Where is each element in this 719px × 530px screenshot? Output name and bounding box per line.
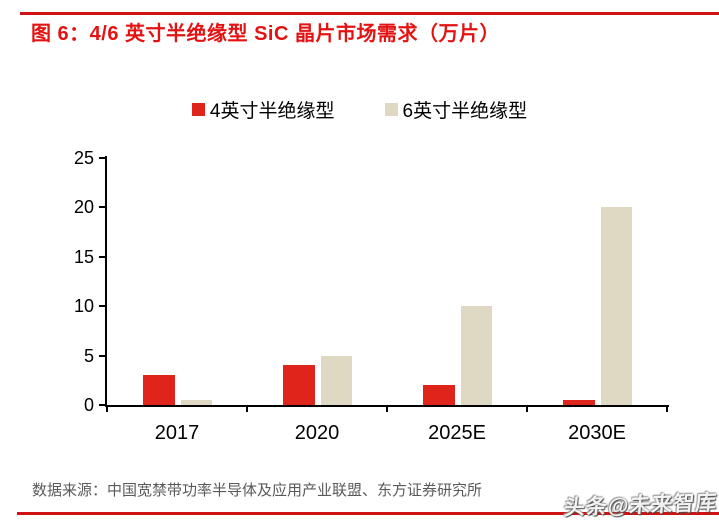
top-divider (20, 12, 719, 15)
x-axis-category-label: 2020 (294, 422, 340, 444)
legend-swatch-4inch-icon (191, 103, 205, 116)
y-axis-tick-label: 20 (73, 197, 94, 218)
y-axis-tick-label: 5 (83, 345, 94, 366)
bar-4英寸半绝缘型-2030E (563, 400, 595, 405)
y-axis-tick (99, 305, 106, 308)
y-axis-tick (99, 255, 106, 258)
legend-label-6inch: 6英寸半绝缘型 (402, 101, 528, 122)
y-axis-tick-label: 15 (73, 246, 94, 267)
x-axis-category-label: 2030E (568, 422, 626, 444)
source-note: 数据来源：中国宽禁带功率半导体及应用产业联盟、东方证券研究所 (32, 482, 483, 499)
x-axis-tick (106, 405, 108, 412)
y-axis-tick (99, 404, 106, 406)
y-axis-tick-label: 10 (73, 296, 94, 317)
legend-swatch-6inch-icon (384, 103, 398, 116)
x-axis-tick (386, 405, 388, 412)
legend-label-4inch: 4英寸半绝缘型 (209, 101, 335, 122)
watermark: 头条@未来智库 (562, 491, 718, 520)
y-axis-tick-label: 25 (73, 148, 94, 168)
y-axis-line (105, 156, 107, 407)
x-axis-tick (246, 405, 248, 412)
x-axis-category-label: 2025E (428, 422, 486, 444)
x-axis-category-label: 2017 (154, 422, 200, 444)
bar-4英寸半绝缘型-2017 (143, 375, 175, 405)
chart-legend: 4英寸半绝缘型 6英寸半绝缘型 (0, 96, 719, 123)
x-axis-tick (666, 405, 668, 412)
legend-item-6inch: 6英寸半绝缘型 (384, 96, 528, 123)
legend-item-4inch: 4英寸半绝缘型 (191, 96, 335, 123)
bar-4英寸半绝缘型-2020 (283, 365, 315, 405)
y-axis-tick-label: 0 (83, 395, 94, 415)
bar-6英寸半绝缘型-2017 (181, 400, 212, 405)
bar-6英寸半绝缘型-2025E (461, 306, 492, 405)
bar-6英寸半绝缘型-2020 (321, 355, 352, 405)
bar-6英寸半绝缘型-2030E (601, 207, 632, 405)
x-axis-tick (526, 405, 528, 412)
bar-4英寸半绝缘型-2025E (423, 385, 455, 405)
y-axis-tick (99, 157, 106, 159)
bottom-divider (17, 512, 719, 515)
y-axis-tick (99, 354, 106, 357)
y-axis-tick (99, 206, 106, 209)
figure-title: 图 6：4/6 英寸半绝缘型 SiC 晶片市场需求（万片） (31, 23, 500, 45)
